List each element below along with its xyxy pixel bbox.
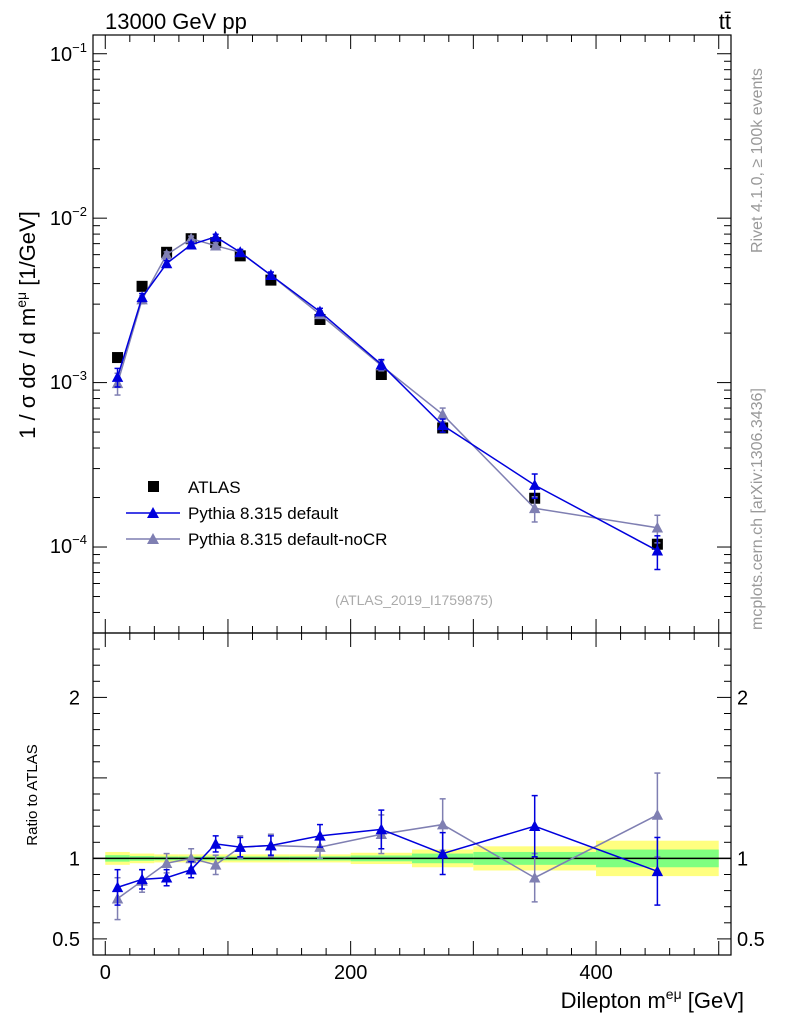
data-point-default (265, 269, 277, 280)
data-point-default (375, 358, 388, 370)
ratio-point-default (314, 829, 326, 841)
main-ylabel: 1 / σ dσ / d meμ [1/GeV] (13, 211, 40, 439)
ratio-point-default (234, 841, 246, 852)
ytick-label-1e-2: 10−2 (50, 204, 87, 230)
legend-label-atlas: ATLAS (188, 478, 241, 497)
xtick-label: 200 (334, 962, 367, 984)
legend: ATLAS Pythia 8.315 default Pythia 8.315 … (126, 478, 387, 549)
data-point-atlas (112, 352, 124, 364)
legend-marker-nocr (147, 533, 159, 544)
ratio-xlabel: Dilepton meμ [GeV] (561, 986, 744, 1013)
data-point-atlas (314, 313, 326, 325)
ratio-point-default (528, 820, 541, 831)
ratio-ytick-label-right: 2 (737, 687, 748, 709)
data-point-default (234, 246, 246, 258)
series-line-default (116, 236, 658, 552)
ratio-panel: 0.5 0.5 1 1 2 2 0 200 400 Ratio to ATLAS Dilepto… (24, 632, 765, 1013)
ratio-point-default (111, 881, 124, 893)
ratio-point-nocr (528, 871, 541, 883)
ratio-ytick-label-left: 2 (69, 687, 80, 709)
ratio-point-default (160, 871, 173, 883)
data-point-default (651, 544, 664, 556)
ratio-ylabel: Ratio to ATLAS (24, 744, 41, 845)
ratio-ytick-label-right: 1 (737, 848, 748, 870)
ratio-ticks (93, 633, 731, 955)
data-point-nocr (160, 248, 173, 260)
ratio-ytick-label-left: 1 (69, 848, 80, 870)
ratio-point-default (265, 839, 277, 851)
main-series (111, 230, 664, 571)
data-point-nocr (209, 239, 222, 251)
ratio-tick-labels: 0.5 0.5 1 1 2 2 0 200 400 (52, 687, 765, 984)
rivet-label: Rivet 4.1.0, ≥ 100k events (749, 68, 766, 253)
watermark: (ATLAS_2019_I1759875) (335, 592, 493, 608)
data-point-default (160, 257, 173, 269)
data-point-default (528, 479, 541, 490)
ratio-point-nocr (436, 818, 449, 830)
ratio-point-nocr (651, 808, 664, 820)
ratio-point-nocr (209, 858, 222, 870)
data-point-nocr (528, 502, 541, 514)
data-point-nocr (185, 232, 197, 244)
legend-marker-default (147, 507, 159, 518)
data-point-atlas (375, 369, 387, 381)
data-point-default (136, 291, 148, 303)
ratio-point-default (651, 865, 664, 877)
ratio-ytick-label-right: 0.5 (737, 929, 765, 951)
ratio-line-default (117, 825, 658, 889)
ratio-point-default (185, 863, 197, 875)
xtick-label: 0 (100, 962, 111, 984)
data-point-atlas (136, 280, 148, 292)
ratio-frame (92, 632, 732, 956)
ratio-series (111, 772, 664, 921)
ratio-point-default (436, 847, 449, 859)
data-point-nocr (651, 521, 664, 533)
data-point-default (436, 419, 449, 431)
data-point-default (314, 305, 326, 317)
data-point-atlas (265, 274, 277, 286)
ratio-point-nocr (185, 852, 197, 864)
ytick-label-1e-1: 10−1 (50, 40, 87, 66)
mcplots-label: mcplots.cern.ch [arXiv:1306.3436] (749, 388, 766, 630)
energy-label: 13000 GeV pp (105, 9, 247, 34)
data-point-default (185, 238, 197, 250)
ratio-point-nocr (160, 857, 173, 869)
legend-label-default: Pythia 8.315 default (188, 504, 339, 523)
ratio-point-default (136, 873, 148, 885)
legend-marker-atlas (148, 481, 159, 492)
main-panel: 10−4 10−3 10−2 10−1 1 / σ dσ / d meμ [1/… (13, 34, 732, 634)
data-point-nocr (436, 408, 449, 420)
ratio-ytick-label-left: 0.5 (52, 929, 80, 951)
ratio-point-default (209, 837, 222, 849)
legend-label-nocr: Pythia 8.315 default-noCR (188, 530, 387, 549)
data-point-default (111, 371, 124, 382)
ytick-label-1e-4: 10−4 (50, 532, 87, 558)
ytick-label-1e-3: 10−3 (50, 368, 87, 394)
main-ticks (93, 35, 731, 634)
ratio-point-default (375, 823, 388, 835)
main-ytick-labels: 10−4 10−3 10−2 10−1 (50, 40, 87, 558)
xtick-label: 400 (579, 962, 612, 984)
process-label: tt̄ (719, 9, 731, 34)
data-point-default (209, 230, 222, 242)
